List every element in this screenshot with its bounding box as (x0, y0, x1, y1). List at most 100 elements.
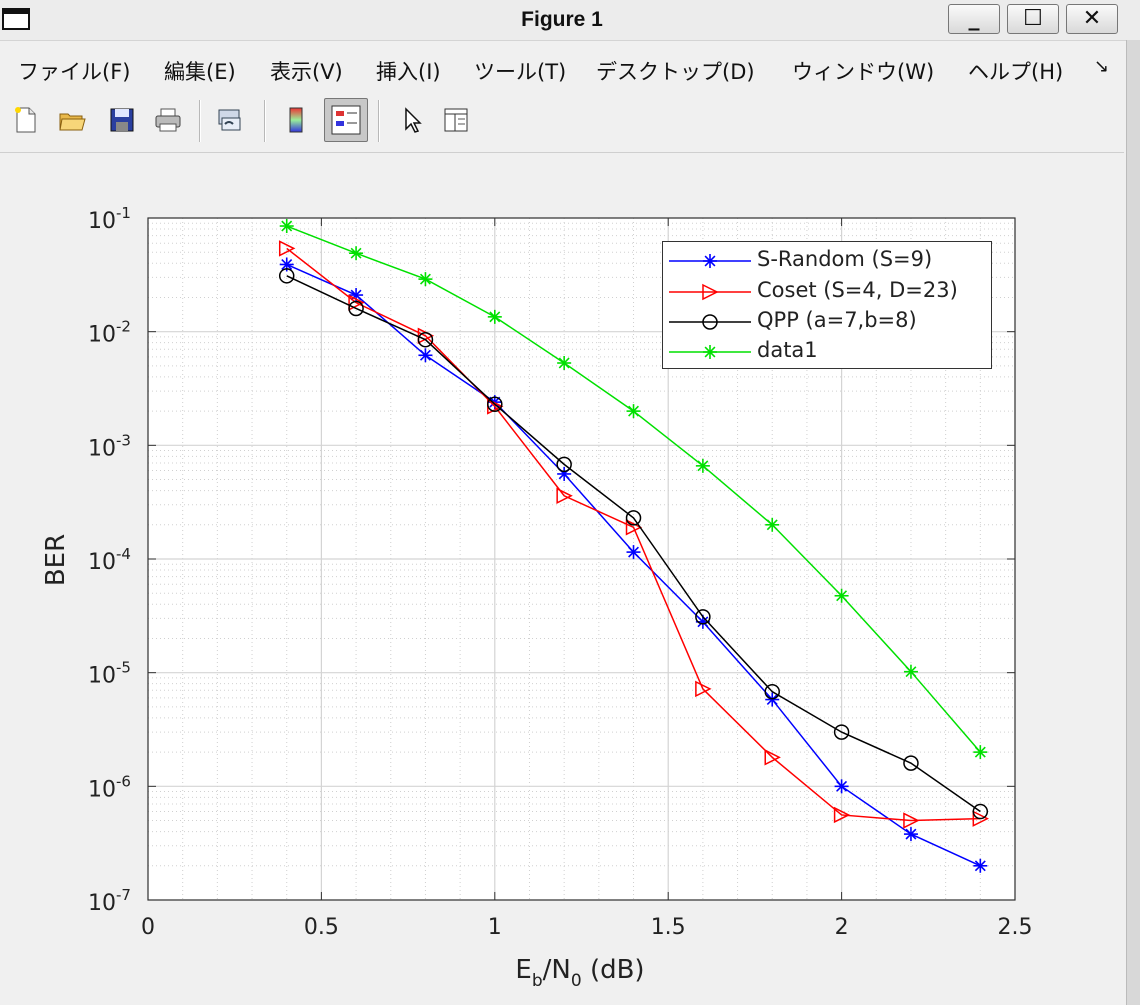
data-point (418, 348, 433, 363)
x-tick-label: 1.5 (651, 915, 686, 940)
data-point (625, 510, 642, 526)
window-icon[interactable] (2, 8, 30, 30)
legend[interactable]: S-Random (S=9) Coset (S=4, D=23) QPP (a=… (662, 241, 992, 369)
data-point (418, 272, 433, 287)
toolbar-separator (264, 100, 266, 142)
data-point (348, 300, 364, 317)
toolbar-separator (199, 100, 201, 142)
data-point (556, 487, 573, 504)
menu-insert[interactable]: 挿入(I) (376, 60, 441, 84)
data-point (765, 517, 780, 532)
data-point (765, 692, 780, 707)
legend-label: S-Random (S=9) (757, 247, 933, 271)
menu-help[interactable]: ヘルプ(H) (968, 60, 1064, 84)
data-point (973, 745, 988, 760)
series-line (286, 247, 981, 822)
tick-labels: 0 0.5 1 1.5 2 2.5 10-7 10-6 10-5 10-4 10-3 10-2 10-1 (88, 204, 1033, 940)
data-point (556, 456, 572, 473)
legend-entry: S-Random (S=9) (663, 245, 991, 275)
data-point (557, 356, 572, 371)
data-point (487, 396, 503, 412)
legend-entry: Coset (S=4, D=23) (663, 276, 991, 306)
print-icon[interactable] (150, 102, 186, 138)
legend-label: QPP (a=7,b=8) (757, 308, 917, 332)
series-3 (279, 219, 988, 760)
legend-marker (703, 254, 717, 268)
new-file-icon[interactable] (8, 102, 44, 138)
data-point (626, 404, 641, 419)
close-button[interactable]: ✕ (1066, 4, 1118, 34)
data-point (278, 268, 295, 284)
data-point (972, 803, 989, 820)
data-point (903, 812, 920, 829)
x-tick-label: 2 (835, 915, 849, 940)
data-point (833, 724, 850, 740)
save-icon[interactable] (104, 102, 140, 138)
menu-desktop[interactable]: デスクトップ(D) (596, 60, 755, 84)
legend-entry: QPP (a=7,b=8) (663, 306, 991, 336)
maximize-button[interactable]: ☐ (1007, 4, 1059, 34)
legend-swatch-coset (669, 283, 751, 301)
data-point (417, 331, 434, 348)
background-window-strip (1126, 40, 1140, 1005)
property-editor-icon[interactable] (438, 102, 474, 138)
data-point (349, 246, 364, 261)
data-point (348, 294, 365, 311)
x-tick-label: 0 (141, 915, 155, 940)
data-point (903, 827, 918, 842)
legend-entry: data1 (663, 336, 991, 366)
legend-marker (702, 314, 718, 330)
y-tick-label: 10-4 (88, 545, 131, 575)
colorbar-icon[interactable] (278, 102, 314, 138)
data-point (626, 545, 641, 560)
data-point (278, 240, 296, 257)
series-1 (278, 240, 989, 829)
menu-edit[interactable]: 編集(E) (164, 60, 236, 84)
title-bar[interactable]: Figure 1 _ ☐ ✕ (0, 0, 1140, 41)
open-folder-icon[interactable] (54, 102, 90, 138)
data-point (695, 609, 711, 625)
data-point (695, 458, 710, 473)
data-point (903, 755, 919, 771)
legend-marker (703, 345, 717, 359)
data-point (973, 858, 988, 873)
menu-overflow-icon[interactable]: ↘ (1094, 56, 1110, 77)
y-tick-label: 10-2 (88, 318, 131, 348)
data-point (903, 664, 918, 679)
link-axes-icon[interactable] (212, 102, 248, 138)
window-title: Figure 1 (521, 8, 603, 31)
toolbar-separator (378, 100, 380, 142)
data-point (834, 588, 849, 603)
legend-swatch-s-random (669, 254, 751, 268)
data-point (279, 219, 294, 234)
y-tick-label: 10-3 (88, 431, 131, 461)
toolbar (0, 96, 1124, 153)
x-axis-label: Eb/N0 (dB) (515, 955, 644, 991)
menu-view[interactable]: 表示(V) (270, 60, 343, 84)
minimize-button[interactable]: _ (948, 4, 1000, 34)
legend-icon[interactable] (324, 98, 368, 142)
legend-label: data1 (757, 338, 818, 362)
y-tick-label: 10-6 (88, 772, 131, 802)
legend-swatch-qpp (669, 314, 751, 330)
series-2 (278, 268, 989, 820)
legend-label: Coset (S=4, D=23) (757, 278, 958, 302)
menu-tools[interactable]: ツール(T) (474, 60, 567, 84)
y-axis-label: BER (41, 534, 71, 586)
data-point (695, 680, 712, 698)
data-point (764, 749, 781, 766)
pointer-icon[interactable] (394, 102, 430, 138)
menu-bar: ファイル(F) 編集(E) 表示(V) 挿入(I) ツール(T) デスクトップ(… (0, 48, 1124, 90)
data-point (625, 519, 643, 536)
menu-window[interactable]: ウィンドウ(W) (792, 60, 935, 84)
menu-file[interactable]: ファイル(F) (18, 60, 131, 84)
x-tick-label: 1 (488, 915, 502, 940)
y-tick-label: 10-5 (88, 659, 131, 689)
data-point (833, 806, 851, 824)
y-tick-label: 10-7 (88, 886, 131, 916)
data-point (972, 810, 989, 827)
series-line (286, 275, 981, 813)
x-tick-label: 2.5 (998, 915, 1033, 940)
